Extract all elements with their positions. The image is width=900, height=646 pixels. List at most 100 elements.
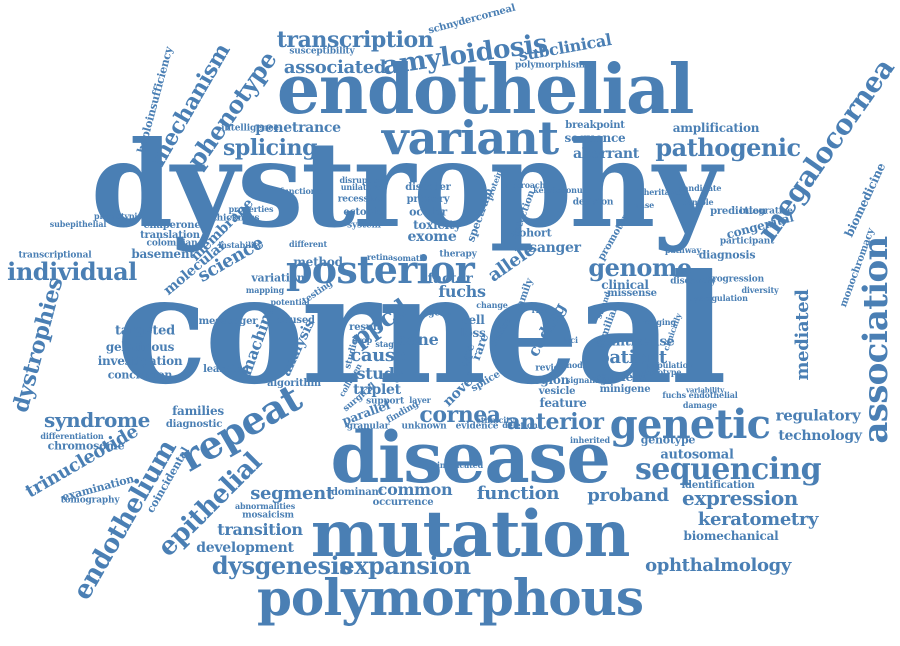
word-technology: technology: [778, 428, 862, 444]
word-review: review: [535, 363, 567, 374]
word-genetic: genetic: [609, 401, 771, 448]
word-evidence: evidence: [455, 421, 499, 432]
word-biomechanical: biomechanical: [683, 529, 779, 543]
word-layer: layer: [409, 395, 431, 405]
word-cornea: cornea: [419, 402, 501, 428]
word-discovery: discovery: [670, 276, 716, 287]
word-investigation: investigation: [97, 354, 183, 368]
word-mediated: mediated: [792, 289, 813, 381]
word-endothelial: endothelial: [276, 50, 695, 130]
word-change: change: [476, 300, 508, 310]
word-translation: translation: [140, 230, 200, 241]
word-retina: retina: [366, 252, 394, 262]
word-subepithelial: subepithelial: [49, 219, 107, 229]
word-ophthalmology: ophthalmology: [645, 555, 791, 576]
word-individual: individual: [7, 257, 137, 286]
word-approach: approach: [504, 180, 546, 190]
word-disease: disease: [330, 416, 611, 499]
word-primary: primary: [406, 194, 450, 205]
word-dystrophy: dystrophy: [90, 115, 722, 254]
word-exome: exome: [407, 229, 457, 245]
word-potential: potential: [270, 297, 310, 307]
word-loci: loci: [562, 335, 578, 345]
word-result: result: [349, 322, 381, 333]
word-keratoconus: keratoconus: [533, 185, 587, 195]
word-proband: proband: [587, 485, 669, 506]
word-ectopic: ectopic: [343, 207, 383, 218]
word-susceptibility: susceptibility: [289, 46, 355, 57]
word-imaging: imaging: [640, 317, 676, 327]
word-aberrant: aberrant: [573, 146, 639, 162]
word-prediction: prediction: [710, 206, 766, 217]
word-candidate: candidate: [678, 183, 722, 193]
word-recessive: recessive: [337, 194, 383, 205]
word-vesicle: vesicle: [538, 386, 576, 397]
word-haplotype: haplotype: [638, 367, 682, 377]
word-associated: associated: [283, 57, 387, 78]
word-breakpoint: breakpoint: [565, 120, 625, 131]
word-fuchs: fuchs: [438, 282, 486, 301]
word-cone: cone: [397, 330, 439, 349]
word-kinase: kinase: [625, 200, 655, 210]
word-transition: transition: [217, 520, 303, 539]
word-inheritance: inheritance: [635, 187, 685, 197]
word-dominant: dominant: [330, 487, 384, 498]
word-posterior: posterior: [285, 247, 475, 292]
word-genotype: genotype: [640, 433, 696, 447]
word-polymorphism: polymorphism: [515, 60, 585, 71]
word-splicing: splicing: [222, 135, 318, 161]
word-system: system: [347, 220, 381, 231]
word-fuchs-endothelial: fuchs endothelial: [662, 390, 738, 400]
word-population: population: [646, 360, 694, 370]
word-variability: variability: [685, 385, 725, 395]
word-inherited: inherited: [570, 435, 610, 445]
word-method: method: [293, 255, 343, 269]
word-sequencing: sequencing: [634, 452, 822, 487]
word-diagnostic: diagnostic: [165, 419, 223, 430]
word-mosaicism: mosaicism: [242, 510, 294, 521]
word-cause: cause: [350, 345, 406, 366]
word-variant: variant: [381, 111, 559, 165]
word-missense: missense: [607, 288, 657, 299]
word-gene: gene: [428, 308, 452, 319]
word-syndrome: syndrome: [44, 408, 150, 432]
word-chaperone: chaperone: [143, 220, 201, 231]
word-sample: sample: [682, 197, 714, 207]
word-common: common: [377, 480, 453, 499]
word-genome: genome: [588, 253, 692, 282]
word-decision: decision: [572, 197, 614, 208]
word-deletion: deletion: [502, 420, 538, 430]
word-amplification: amplification: [672, 121, 760, 135]
word-integrative: integrative: [739, 206, 793, 217]
word-functional: functional: [279, 186, 325, 196]
word-function: function: [476, 483, 560, 504]
word-sanger: sanger: [529, 240, 581, 256]
word-expansion: expansion: [339, 551, 471, 580]
word-dysgenesis: dysgenesis: [211, 551, 353, 580]
word-schnydercorneal: schnydercorneal: [427, 2, 517, 37]
word-differentiation: differentiation: [40, 431, 104, 441]
word-transcriptional: transcriptional: [18, 250, 92, 261]
word-conclusion: conclusion: [107, 368, 173, 382]
word-granular: granular: [346, 421, 390, 432]
word-carriers: carriers: [594, 370, 646, 384]
word-stage: stage: [375, 339, 399, 349]
word-algorithm: algorithm: [267, 378, 321, 389]
word-development: development: [196, 540, 294, 556]
word-phenotypic: phenotypic: [94, 211, 142, 221]
word-corneal: corneal: [115, 242, 727, 418]
word-diversity: diversity: [741, 285, 779, 295]
word-different: different: [289, 239, 327, 249]
word-patient: patient: [597, 347, 667, 368]
word-penetrance: penetrance: [255, 120, 341, 136]
word-anterior: anterior: [506, 409, 604, 435]
word-disruption: disruption: [339, 175, 385, 185]
word-disorder: disorder: [405, 182, 451, 193]
word-minigene: minigene: [599, 384, 651, 395]
word-clinical: clinical: [601, 278, 649, 292]
word-chromosome: chromosome: [47, 439, 125, 453]
word-sequence: sequence: [564, 131, 626, 145]
word-triplet: triplet: [353, 382, 401, 398]
word-colombian: colombian: [146, 238, 198, 249]
word-intelligence: intelligence: [221, 123, 279, 134]
